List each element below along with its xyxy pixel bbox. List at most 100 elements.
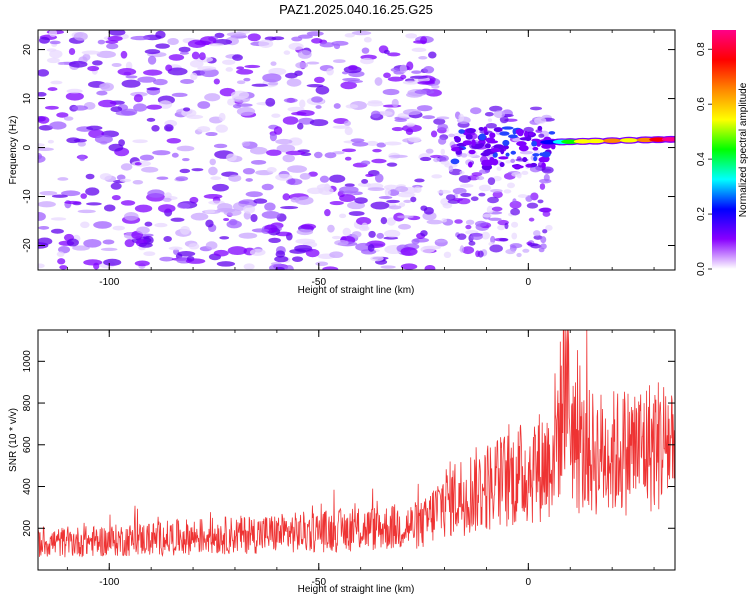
heatmap-cell-616 <box>190 212 209 221</box>
colorbar-tick-1: 0.2 <box>696 207 707 221</box>
heatmap-cell-758 <box>499 238 509 242</box>
heatmap-cell-501 <box>65 92 84 101</box>
heatmap-cell-956 <box>619 138 638 143</box>
heatmap-cell-736 <box>478 184 492 192</box>
heatmap-cell-502 <box>68 60 88 68</box>
heatmap-x-axis: -100 -50 0 <box>66 30 655 288</box>
heatmap-cell-321 <box>291 111 307 116</box>
heatmap-cell-496 <box>253 198 268 204</box>
heatmap-cell-206 <box>391 127 404 132</box>
heatmap-cell-617 <box>180 225 191 235</box>
heatmap-cell-107 <box>368 230 376 238</box>
heatmap-cell-158 <box>372 148 382 153</box>
heatmap-cell-476 <box>111 62 122 67</box>
heatmap-cell-559 <box>282 116 299 125</box>
heatmap-cell-282 <box>430 130 438 138</box>
heatmap-cell-749 <box>459 170 465 175</box>
heatmap-cell-648 <box>273 126 283 135</box>
heatmap-cell-293 <box>387 76 404 82</box>
heatmap-cell-263 <box>411 238 420 245</box>
heatmap-cell-491 <box>216 261 236 267</box>
heatmap-cell-214 <box>123 212 139 221</box>
heatmap-cell-507 <box>276 144 296 153</box>
heatmap-cell-585 <box>344 126 353 136</box>
heatmap-cell-529 <box>146 104 162 110</box>
heatmap-cell-547 <box>38 237 53 246</box>
heatmap-cell-235 <box>398 223 411 230</box>
heatmap-cell-279 <box>212 183 229 192</box>
heatmap-cell-479 <box>305 248 320 258</box>
heatmap-cell-588 <box>420 156 432 162</box>
heatmap-cell-540 <box>383 49 390 55</box>
snr-y-tick-3: 800 <box>22 394 33 411</box>
heatmap-cell-370 <box>205 241 218 250</box>
heatmap-cell-113 <box>120 200 136 206</box>
heatmap-cell-114 <box>208 166 218 176</box>
colorbar-label: Normalized spectral amplitude <box>738 82 749 217</box>
heatmap-cell-584 <box>343 120 351 126</box>
heatmap-cell-267 <box>146 117 156 122</box>
heatmap-cell-881 <box>548 131 556 135</box>
heatmap-cell-532 <box>296 228 314 236</box>
heatmap-cell-489 <box>306 31 324 37</box>
heatmap-cell-480 <box>360 160 371 166</box>
heatmap-cell-5 <box>178 46 191 53</box>
heatmap-cell-534 <box>98 83 111 90</box>
heatmap-cell-401 <box>80 221 90 229</box>
heatmap-cell-591 <box>332 125 351 129</box>
heatmap-cell-831 <box>509 243 523 249</box>
heatmap-cell-249 <box>120 50 128 59</box>
heatmap-cell-578 <box>285 150 306 156</box>
heatmap-cell-630 <box>316 183 332 191</box>
heatmap-cell-803 <box>475 250 481 258</box>
heatmap-cell-918 <box>467 129 475 134</box>
colorbar <box>712 30 736 269</box>
heatmap-cell-473 <box>249 146 268 155</box>
heatmap-cell-24 <box>270 61 277 66</box>
heatmap-cell-461 <box>376 142 386 148</box>
heatmap-cell-845 <box>437 189 451 194</box>
heatmap-cell-710 <box>492 190 503 199</box>
heatmap-cell-503 <box>205 132 218 137</box>
heatmap-cell-312 <box>264 202 276 211</box>
heatmap-cell-535 <box>314 151 323 159</box>
heatmap-cell-907 <box>498 156 509 160</box>
heatmap-cell-662 <box>496 166 502 171</box>
heatmap-cell-316 <box>98 99 117 108</box>
heatmap-cell-55 <box>341 148 356 153</box>
heatmap-cell-523 <box>38 36 50 44</box>
heatmap-cell-11 <box>191 168 204 172</box>
heatmap-cell-583 <box>300 223 317 230</box>
heatmap-cell-427 <box>146 87 161 91</box>
heatmap-cell-673 <box>481 231 491 240</box>
heatmap-cell-356 <box>266 166 277 173</box>
heatmap-cell-563 <box>228 218 238 226</box>
heatmap-cell-333 <box>366 140 379 146</box>
heatmap-cell-553 <box>333 103 341 109</box>
heatmap-cell-43 <box>405 33 418 39</box>
heatmap-cell-176 <box>329 200 344 206</box>
heatmap-cell-89 <box>219 236 230 240</box>
heatmap-cell-44 <box>96 50 116 59</box>
heatmap-cell-906 <box>537 125 543 131</box>
heatmap-cell-347 <box>49 40 61 45</box>
heatmap-cell-866 <box>533 156 538 162</box>
heatmap-cell-274 <box>324 209 331 217</box>
heatmap-cell-22 <box>125 75 138 79</box>
heatmap-cell-457 <box>420 245 436 254</box>
heatmap-cell-230 <box>56 251 65 257</box>
heatmap-cell-570 <box>322 266 339 270</box>
heatmap-cell-645 <box>209 158 216 166</box>
heatmap-cell-916 <box>458 129 465 134</box>
heatmap-cell-456 <box>210 176 222 181</box>
heatmap-cell-81 <box>344 183 355 187</box>
heatmap-cell-297 <box>275 138 293 145</box>
heatmap-cell-626 <box>94 134 113 144</box>
heatmap-cell-785 <box>487 118 493 123</box>
heatmap-cell-200 <box>180 79 195 84</box>
heatmap-cell-605 <box>370 110 381 119</box>
heatmap-cell-105 <box>39 190 58 196</box>
snr-y-tick-1: 400 <box>22 478 33 495</box>
heatmap-cell-298 <box>424 265 436 270</box>
snr-series-line <box>38 330 675 558</box>
